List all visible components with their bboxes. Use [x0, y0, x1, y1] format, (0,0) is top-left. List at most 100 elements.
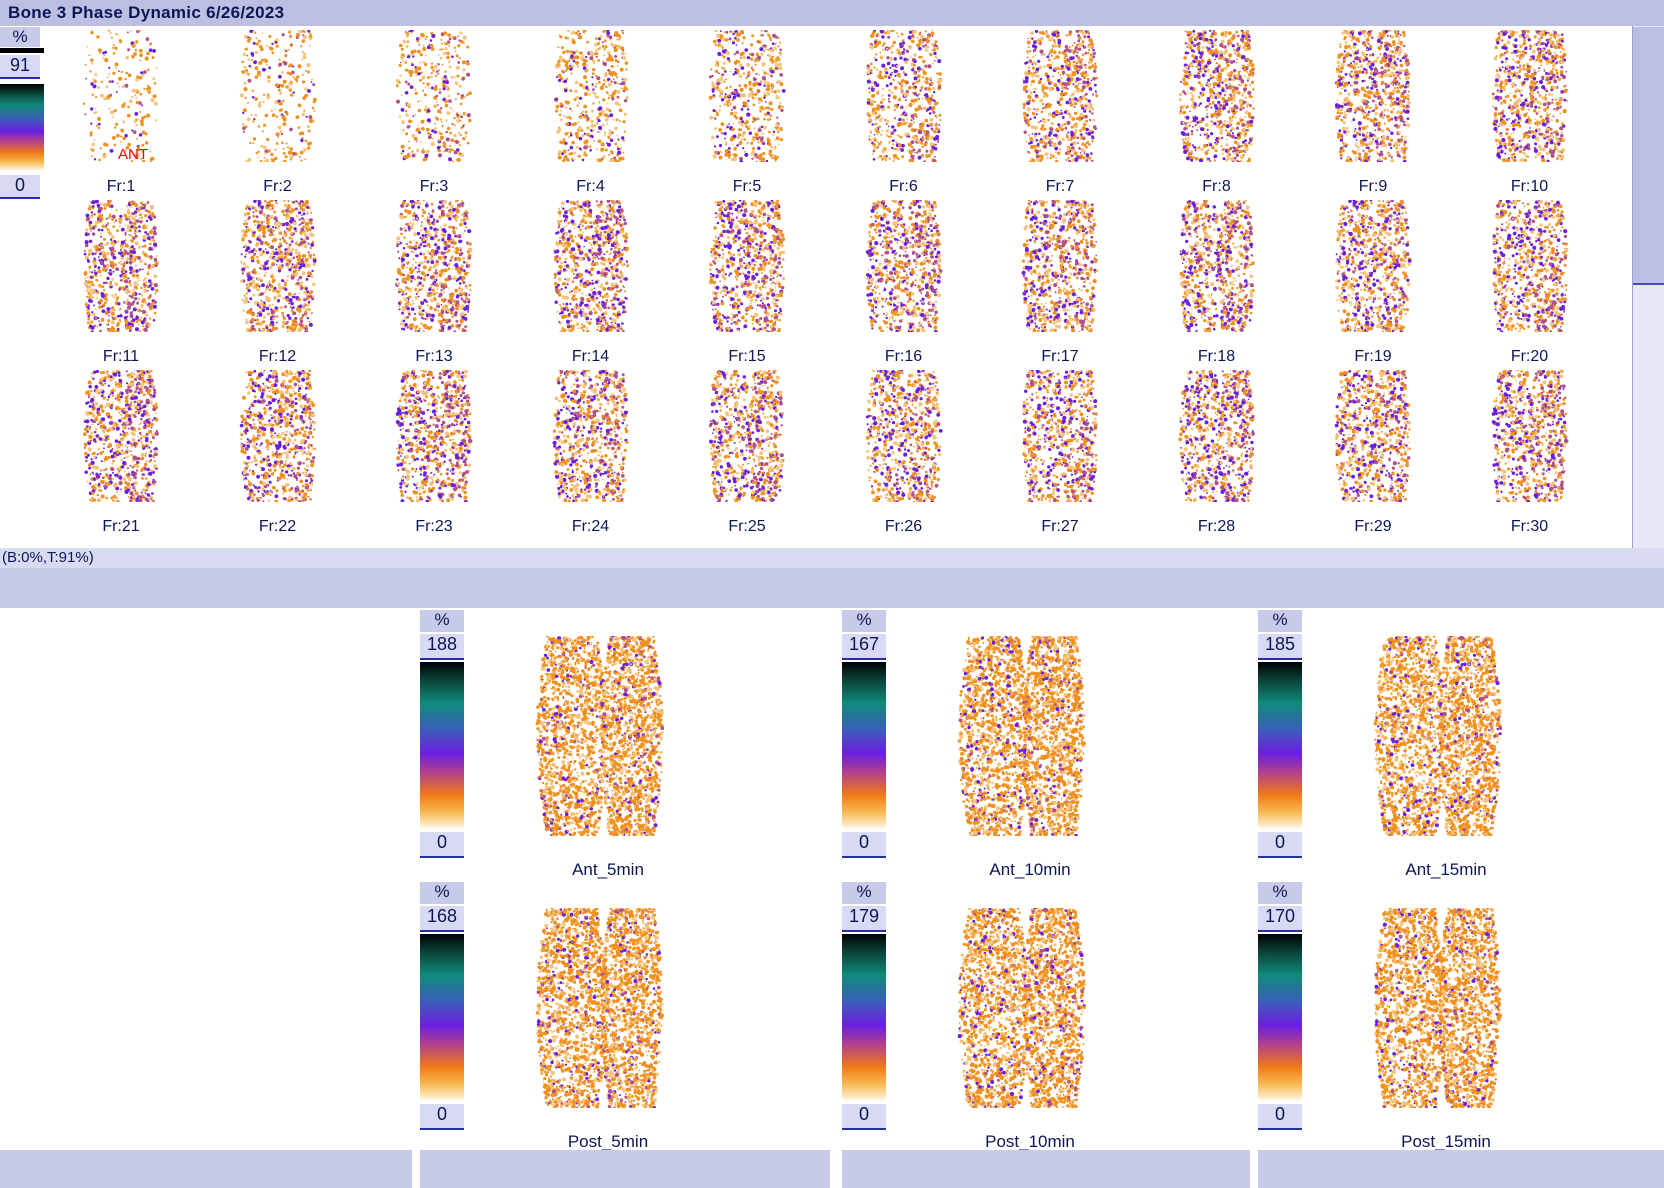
dynamic-frame[interactable] — [62, 370, 180, 510]
static-view-label: Ant_5min — [508, 860, 708, 880]
dynamic-frame[interactable] — [688, 200, 806, 340]
static-color-bar — [1258, 934, 1302, 1100]
dynamic-frame[interactable] — [1314, 200, 1432, 340]
static-view-post-15min[interactable]: % 170 0 Post_15min — [1258, 882, 1658, 1151]
frame-label: Fr:16 — [829, 348, 979, 366]
static-view-label: Post_5min — [508, 1132, 708, 1152]
static-scale-min[interactable]: 0 — [420, 832, 464, 858]
static-image[interactable] — [922, 906, 1122, 1110]
frame-label: Fr:14 — [516, 348, 666, 366]
static-view-label: Ant_15min — [1346, 860, 1546, 880]
dynamic-frame[interactable] — [532, 200, 650, 340]
static-view-label: Post_10min — [930, 1132, 1130, 1152]
dynamic-frames-panel: % 91 0 Fr:1 Fr:2 Fr:3 Fr:4 Fr:5 Fr:6 Fr:7 Fr:8 F… — [0, 26, 1632, 548]
dynamic-frame[interactable] — [219, 30, 337, 170]
frame-label: Fr:28 — [1142, 518, 1292, 536]
frame-label: Fr:27 — [985, 518, 1135, 536]
static-image[interactable] — [500, 906, 700, 1110]
static-scale-max[interactable]: 179 — [842, 906, 886, 932]
frame-label: Fr:19 — [1298, 348, 1448, 366]
static-scale-unit: % — [420, 882, 464, 904]
dynamic-frame[interactable] — [219, 200, 337, 340]
footer-panel-3 — [1258, 1150, 1664, 1188]
frame-label: Fr:3 — [359, 178, 509, 196]
dynamic-frame[interactable] — [1314, 370, 1432, 510]
dynamic-frame[interactable] — [375, 30, 493, 170]
dynamic-frame[interactable] — [219, 370, 337, 510]
frame-label: Fr:2 — [203, 178, 353, 196]
static-color-bar — [420, 662, 464, 828]
frame-label: Fr:30 — [1455, 518, 1605, 536]
static-color-bar — [1258, 662, 1302, 828]
dynamic-frame[interactable] — [1158, 200, 1276, 340]
static-image[interactable] — [1338, 634, 1538, 838]
frame-label: Fr:21 — [46, 518, 196, 536]
static-image[interactable] — [500, 634, 700, 838]
static-scale-max[interactable]: 168 — [420, 906, 464, 932]
dynamic-frame[interactable] — [62, 200, 180, 340]
static-image[interactable] — [922, 634, 1122, 838]
frame-label: Fr:26 — [829, 518, 979, 536]
frame-label: Fr:5 — [672, 178, 822, 196]
frame-label: Fr:6 — [829, 178, 979, 196]
frame-label: Fr:7 — [985, 178, 1135, 196]
dynamic-frame[interactable] — [375, 370, 493, 510]
dynamic-frame[interactable] — [375, 200, 493, 340]
dynamic-frame[interactable] — [1001, 200, 1119, 340]
frame-label: Fr:10 — [1455, 178, 1605, 196]
static-scale-unit: % — [1258, 610, 1302, 632]
view-label: ANT — [118, 146, 148, 163]
static-view-ant-10min[interactable]: % 167 0 Ant_10min — [842, 610, 1242, 880]
static-scale-min[interactable]: 0 — [842, 1104, 886, 1130]
static-scale-min[interactable]: 0 — [842, 832, 886, 858]
title-bar: Bone 3 Phase Dynamic 6/26/2023 — [0, 0, 1664, 26]
dynamic-color-bar — [0, 84, 44, 170]
dynamic-frame[interactable] — [1001, 30, 1119, 170]
static-view-ant-15min[interactable]: % 185 0 Ant_15min — [1258, 610, 1658, 880]
dynamic-frame[interactable] — [845, 30, 963, 170]
dynamic-scale-min[interactable]: 0 — [0, 175, 40, 199]
dynamic-frame[interactable] — [1158, 30, 1276, 170]
frame-label: Fr:12 — [203, 348, 353, 366]
scrollbar-thumb[interactable] — [1633, 27, 1664, 285]
dynamic-frame[interactable] — [845, 370, 963, 510]
static-view-ant-5min[interactable]: % 188 0 Ant_5min — [420, 610, 820, 880]
static-scale-max[interactable]: 188 — [420, 634, 464, 660]
separator-band — [0, 568, 1664, 608]
static-scale-max[interactable]: 170 — [1258, 906, 1302, 932]
static-color-bar — [420, 934, 464, 1100]
window-level-readout: (B:0%,T:91%) — [2, 549, 94, 566]
static-scale-min[interactable]: 0 — [1258, 1104, 1302, 1130]
dynamic-frame[interactable] — [532, 370, 650, 510]
dynamic-frame[interactable] — [1314, 30, 1432, 170]
frame-label: Fr:17 — [985, 348, 1135, 366]
frame-label: Fr:25 — [672, 518, 822, 536]
dynamic-frame[interactable] — [845, 200, 963, 340]
static-scale-unit: % — [842, 610, 886, 632]
static-scale-max[interactable]: 167 — [842, 634, 886, 660]
static-scale-min[interactable]: 0 — [420, 1104, 464, 1130]
static-image[interactable] — [1338, 906, 1538, 1110]
dynamic-frame[interactable] — [1471, 370, 1589, 510]
static-scale-max[interactable]: 185 — [1258, 634, 1302, 660]
static-scale-min[interactable]: 0 — [1258, 832, 1302, 858]
dynamic-scale-max[interactable]: 91 — [0, 55, 40, 79]
dynamic-frame[interactable] — [532, 30, 650, 170]
dynamic-frame[interactable] — [1001, 370, 1119, 510]
dynamic-frame[interactable] — [688, 370, 806, 510]
dynamic-frame[interactable] — [1471, 200, 1589, 340]
static-scale-unit: % — [420, 610, 464, 632]
status-bar: (B:0%,T:91%) — [0, 548, 1664, 568]
static-view-post-10min[interactable]: % 179 0 Post_10min — [842, 882, 1242, 1152]
frame-label: Fr:13 — [359, 348, 509, 366]
static-view-post-5min[interactable]: % 168 0 Post_5min — [420, 882, 820, 1152]
dynamic-frame[interactable] — [1471, 30, 1589, 170]
static-color-bar — [842, 662, 886, 828]
dynamic-frame[interactable] — [62, 30, 180, 170]
dynamic-frame[interactable] — [1158, 370, 1276, 510]
static-view-label: Ant_10min — [930, 860, 1130, 880]
footer-panel-1 — [420, 1150, 830, 1188]
footer-panel-left — [0, 1150, 412, 1188]
dynamic-frame[interactable] — [688, 30, 806, 170]
static-color-bar — [842, 934, 886, 1100]
